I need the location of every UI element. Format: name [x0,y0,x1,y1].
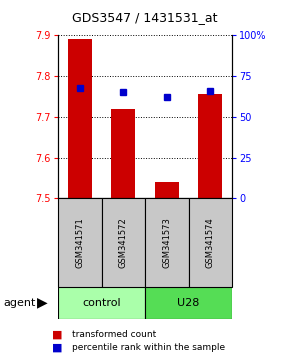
Bar [111,109,135,198]
Text: control: control [82,298,121,308]
FancyBboxPatch shape [102,198,145,287]
Text: agent: agent [3,298,35,308]
Text: GSM341571: GSM341571 [75,217,84,268]
FancyBboxPatch shape [58,198,102,287]
Text: transformed count: transformed count [72,330,157,339]
Text: GSM341572: GSM341572 [119,217,128,268]
Text: ■: ■ [52,330,63,339]
Text: U28: U28 [177,298,200,308]
Text: GSM341573: GSM341573 [162,217,171,268]
Text: GSM341574: GSM341574 [206,217,215,268]
Text: ▶: ▶ [37,296,47,310]
FancyBboxPatch shape [58,287,145,319]
Text: percentile rank within the sample: percentile rank within the sample [72,343,226,352]
Text: GDS3547 / 1431531_at: GDS3547 / 1431531_at [72,11,218,24]
Bar [68,40,92,198]
FancyBboxPatch shape [145,287,232,319]
Bar [155,182,179,198]
Text: ■: ■ [52,343,63,353]
Bar [198,95,222,198]
FancyBboxPatch shape [188,198,232,287]
FancyBboxPatch shape [145,198,188,287]
